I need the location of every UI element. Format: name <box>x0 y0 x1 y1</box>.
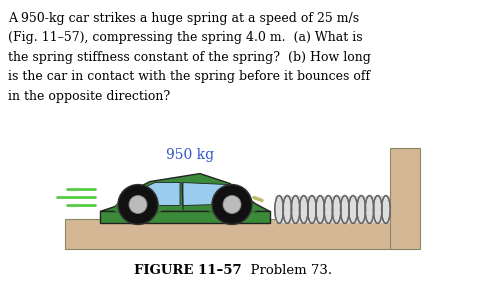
Bar <box>389 148 419 250</box>
Text: 950 kg: 950 kg <box>166 148 213 162</box>
Text: the spring stiffness constant of the spring?  (b) How long: the spring stiffness constant of the spr… <box>8 51 370 64</box>
Text: in the opposite direction?: in the opposite direction? <box>8 90 170 103</box>
Text: Problem 73.: Problem 73. <box>242 264 332 277</box>
Circle shape <box>118 185 158 225</box>
Circle shape <box>223 196 241 214</box>
Text: FIGURE 11–57: FIGURE 11–57 <box>134 264 242 277</box>
Polygon shape <box>100 174 270 212</box>
Text: (Fig. 11–57), compressing the spring 4.0 m.  (a) What is: (Fig. 11–57), compressing the spring 4.0… <box>8 31 362 44</box>
Text: is the car in contact with the spring before it bounces off: is the car in contact with the spring be… <box>8 70 369 83</box>
Polygon shape <box>130 183 180 205</box>
Bar <box>274 196 389 223</box>
Text: A 950-kg car strikes a huge spring at a speed of 25 m/s: A 950-kg car strikes a huge spring at a … <box>8 12 358 25</box>
Circle shape <box>212 185 252 225</box>
Circle shape <box>129 196 147 214</box>
Bar <box>100 212 270 223</box>
Bar <box>65 219 414 250</box>
Polygon shape <box>182 183 249 205</box>
